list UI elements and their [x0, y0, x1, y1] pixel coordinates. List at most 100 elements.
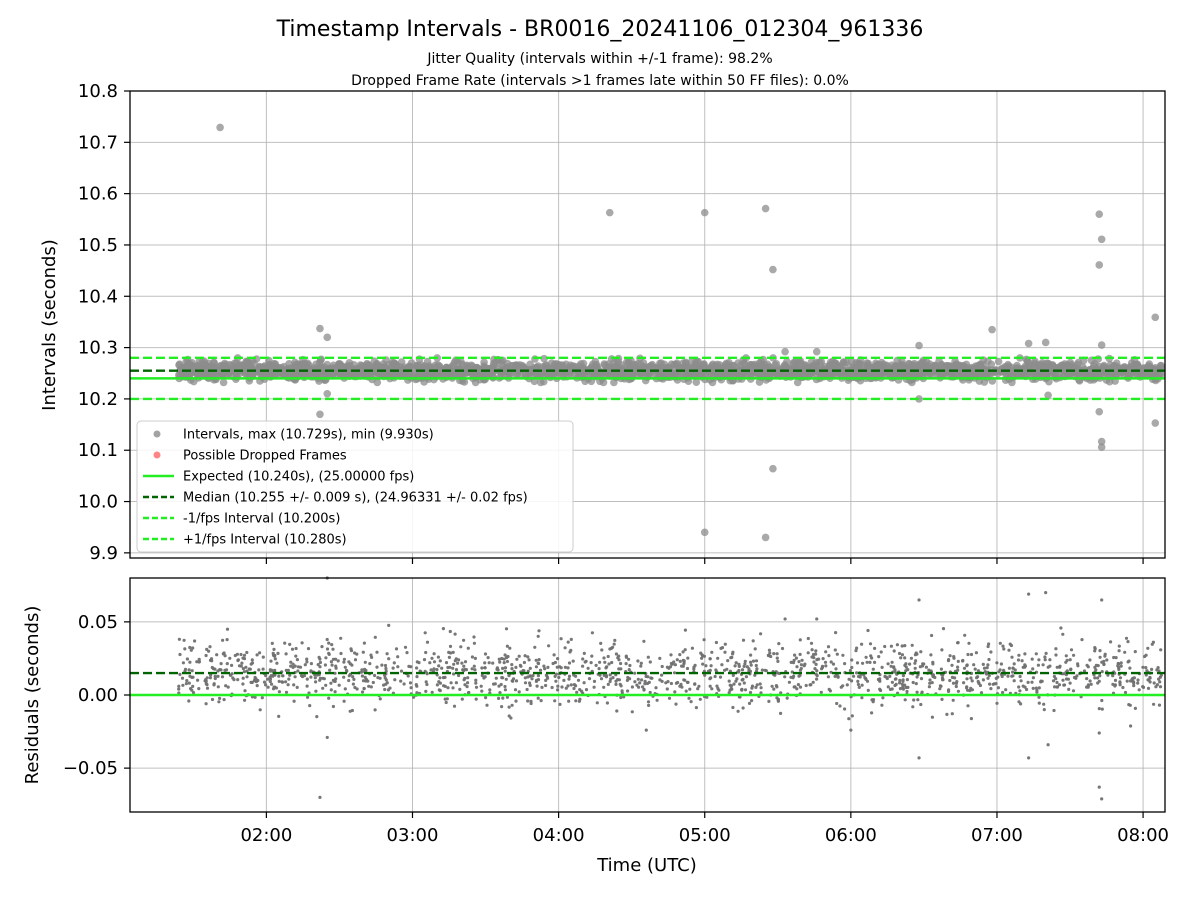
residual-point [904, 685, 908, 690]
residual-point [391, 666, 395, 670]
residual-point [710, 687, 714, 691]
residual-point [248, 667, 252, 671]
residual-point [826, 645, 831, 649]
interval-point [994, 357, 1003, 366]
interval-outlier-point [1151, 419, 1160, 427]
residual-point [810, 648, 814, 652]
residual-point [575, 690, 579, 694]
residual-point [673, 663, 678, 667]
residual-point [343, 687, 347, 691]
interval-point [846, 363, 855, 371]
residual-point [1031, 676, 1035, 680]
residual-point [225, 627, 230, 631]
residual-point [775, 685, 779, 689]
residual-point [417, 661, 421, 665]
residual-point [636, 659, 640, 663]
interval-point [397, 358, 406, 366]
residual-point [559, 637, 563, 641]
residual-point [1096, 676, 1100, 680]
interval-point [179, 370, 188, 379]
interval-outlier-point [1097, 341, 1106, 349]
residual-point [210, 659, 214, 663]
interval-point [725, 358, 733, 367]
residual-point [792, 674, 796, 678]
residual-point [510, 663, 514, 667]
residual-point [1100, 670, 1104, 674]
residual-point [216, 674, 220, 679]
residual-point [754, 659, 759, 663]
residual-point [617, 667, 621, 671]
residual-point [1117, 644, 1121, 648]
residual-point [472, 664, 476, 668]
residual-point [996, 686, 1001, 690]
residual-point [1114, 656, 1118, 660]
residual-point [551, 661, 555, 666]
residual-point [546, 676, 550, 680]
residual-point [969, 717, 974, 721]
residual-point [723, 650, 727, 654]
residual-point [514, 665, 518, 670]
residual-point [479, 684, 483, 688]
residual-point [500, 705, 504, 709]
residual-point [819, 690, 823, 694]
residual-point [1103, 652, 1107, 656]
interval-point [755, 370, 764, 378]
residual-point [449, 681, 453, 685]
residual-point [987, 674, 991, 678]
residual-point [956, 665, 960, 669]
residual-point [406, 674, 410, 678]
residual-point [435, 683, 439, 687]
residual-point [396, 655, 400, 659]
residual-point [743, 659, 747, 663]
residual-point [745, 665, 749, 669]
residual-point [1141, 685, 1146, 690]
residual-point [228, 656, 232, 660]
residual-point [1152, 702, 1156, 706]
interval-point [1058, 361, 1066, 370]
residual-point [528, 674, 532, 678]
residual-point [597, 667, 601, 671]
residual-point [813, 667, 817, 671]
residual-point [402, 682, 406, 686]
interval-y-tick-label: 10.4 [78, 286, 118, 307]
residual-point [684, 689, 688, 693]
residual-point [976, 669, 981, 673]
residual-point [716, 656, 720, 660]
residual-point [688, 687, 692, 691]
residual-point [604, 675, 609, 679]
residual-point [898, 678, 902, 682]
residual-point [814, 652, 818, 656]
residual-point [463, 676, 467, 681]
residual-point [955, 680, 959, 684]
residual-point [953, 676, 957, 680]
residual-point [639, 661, 643, 665]
residual-point [758, 682, 762, 686]
residual-point [617, 654, 621, 658]
residual-point [881, 696, 885, 700]
residual-point [375, 650, 379, 654]
residual-point [446, 686, 450, 690]
residual-point [843, 707, 847, 711]
residual-point [946, 689, 951, 694]
residual-point [396, 665, 400, 669]
residual-point [254, 680, 258, 684]
interval-point [781, 363, 790, 372]
residual-point [963, 633, 967, 637]
interval-point [1146, 370, 1155, 379]
residual-point [759, 632, 763, 636]
residual-point [1144, 666, 1148, 670]
residual-point [1082, 669, 1087, 673]
residual-point [435, 668, 439, 672]
residual-point [368, 662, 372, 666]
residual-point [729, 686, 733, 691]
residual-point [780, 646, 785, 651]
residual-point [349, 647, 353, 651]
residual-point [529, 699, 533, 704]
residual-point [239, 664, 243, 668]
residual-point [962, 666, 967, 670]
residual-point [1065, 669, 1069, 673]
residual-point [500, 656, 504, 661]
residual-point [510, 667, 514, 671]
residual-point [342, 675, 346, 679]
residual-outlier-point [917, 598, 921, 602]
